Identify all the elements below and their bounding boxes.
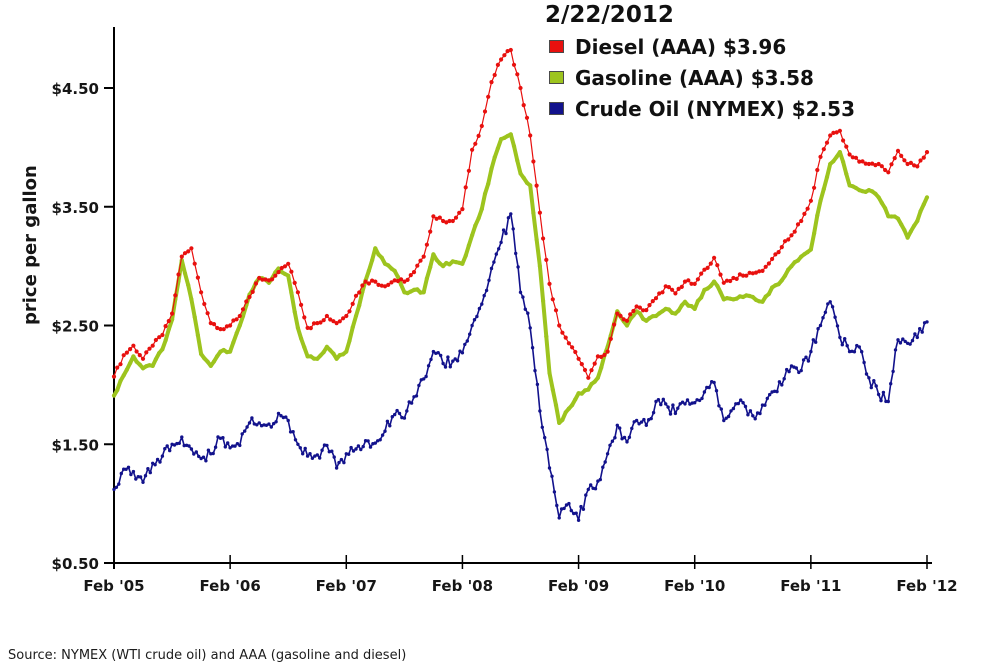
svg-text:Feb '12: Feb '12 (896, 577, 957, 595)
legend-item-diesel: Diesel (AAA) $3.96 (543, 31, 855, 62)
legend-label-diesel: Diesel (AAA) $3.96 (575, 34, 787, 59)
y-axis-title: price per gallon (20, 165, 41, 325)
diesel-swatch-icon (549, 40, 564, 53)
svg-text:Feb '06: Feb '06 (200, 577, 261, 595)
svg-text:$3.50: $3.50 (52, 199, 99, 217)
svg-text:$2.50: $2.50 (52, 318, 99, 336)
svg-text:$0.50: $0.50 (52, 555, 99, 573)
svg-text:Feb '10: Feb '10 (664, 577, 725, 595)
chart-date-title: 2/22/2012 (545, 2, 674, 28)
svg-text:Feb '11: Feb '11 (780, 577, 841, 595)
legend-item-crude: Crude Oil (NYMEX) $2.53 (543, 93, 855, 124)
svg-text:Feb '09: Feb '09 (548, 577, 609, 595)
svg-text:$4.50: $4.50 (52, 80, 99, 98)
legend-label-gasoline: Gasoline (AAA) $3.58 (575, 65, 814, 90)
crude-swatch-icon (549, 102, 564, 115)
svg-text:Feb '08: Feb '08 (432, 577, 493, 595)
svg-text:$1.50: $1.50 (52, 436, 99, 454)
svg-text:Feb '05: Feb '05 (83, 577, 144, 595)
legend-label-crude: Crude Oil (NYMEX) $2.53 (575, 96, 856, 121)
legend: 2/22/2012 Diesel (AAA) $3.96 Gasoline (A… (543, 2, 855, 124)
source-note: Source: NYMEX (WTI crude oil) and AAA (g… (8, 648, 407, 663)
legend-item-gasoline: Gasoline (AAA) $3.58 (543, 62, 855, 93)
svg-text:Feb '07: Feb '07 (316, 577, 377, 595)
gasoline-swatch-icon (549, 71, 564, 84)
